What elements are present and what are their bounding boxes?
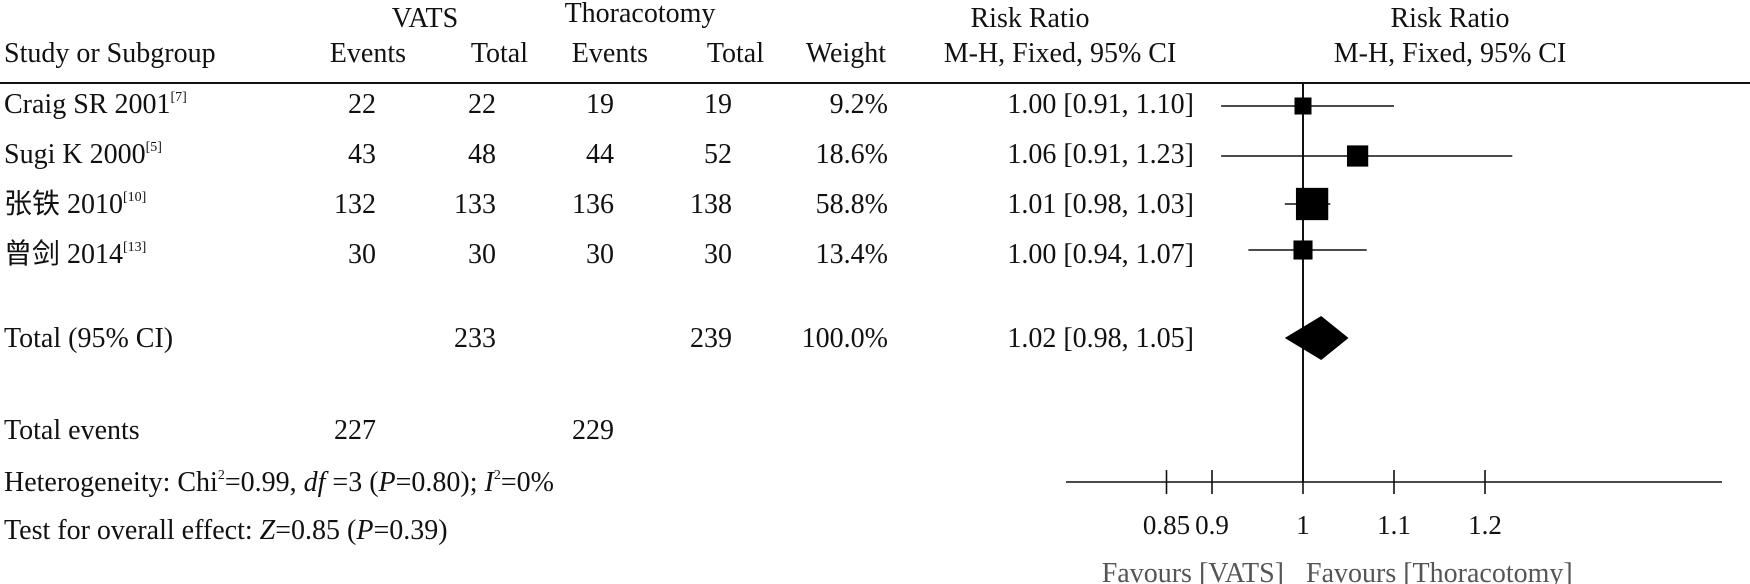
plot-marks bbox=[1221, 83, 1513, 482]
favours-left-label: Favours [VATS] bbox=[1102, 558, 1284, 584]
total1-cell: 30 bbox=[468, 239, 496, 270]
study-column-header: Study or Subgroup bbox=[4, 38, 216, 69]
x-axis: 0.85 0.9 1 1.1 1.2 Favours [VATS] Favours [Tho… bbox=[1066, 470, 1722, 584]
heterogeneity-text: Heterogeneity: Chi2=0.99, df =3 (P=0.80)… bbox=[4, 467, 554, 498]
ci-cell: 1.06 [0.91, 1.23] bbox=[1007, 139, 1194, 170]
ci-cell: 1.00 [0.91, 1.10] bbox=[1007, 89, 1194, 120]
total1-sum: 233 bbox=[454, 323, 496, 354]
tick-label: 1.2 bbox=[1468, 510, 1502, 540]
tick-label: 1.1 bbox=[1377, 510, 1411, 540]
weight-cell: 18.6% bbox=[815, 139, 888, 170]
tick-label: 0.85 bbox=[1143, 510, 1190, 540]
study-name: 张铁 2010[10] bbox=[4, 189, 147, 220]
favours-right-label: Favours [Thoracotomy] bbox=[1306, 558, 1573, 584]
total1-cell: 22 bbox=[468, 89, 496, 120]
events1-cell: 22 bbox=[348, 89, 376, 120]
events1-header: Events bbox=[329, 38, 406, 69]
rr-plot-subtitle: M-H, Fixed, 95% CI bbox=[1333, 38, 1567, 69]
events2-cell: 136 bbox=[572, 189, 614, 220]
events2-header: Events bbox=[571, 38, 648, 69]
tick-label: 1 bbox=[1296, 510, 1310, 540]
events2-cell: 44 bbox=[586, 139, 614, 170]
overall-effect-text: Test for overall effect: Z=0.85 (P=0.39) bbox=[4, 515, 448, 546]
study-name: Sugi K 2000[5] bbox=[4, 139, 162, 170]
total2-cell: 52 bbox=[704, 139, 732, 170]
total1-cell: 133 bbox=[454, 189, 496, 220]
study-ref: [7] bbox=[170, 90, 187, 105]
group1-header: VATS bbox=[391, 3, 459, 34]
total-label: Total (95% CI) bbox=[4, 323, 174, 354]
total2-cell: 30 bbox=[704, 239, 732, 270]
study-point bbox=[1295, 187, 1329, 221]
ci-cell: 1.00 [0.94, 1.07] bbox=[1007, 239, 1194, 270]
rr-text-subtitle: M-H, Fixed, 95% CI bbox=[943, 38, 1177, 69]
total-events-label: Total events bbox=[4, 415, 140, 446]
weight-cell: 58.8% bbox=[815, 189, 888, 220]
events2-cell: 30 bbox=[586, 239, 614, 270]
study-ref: [13] bbox=[123, 240, 147, 255]
total2-cell: 19 bbox=[704, 89, 732, 120]
total1-cell: 48 bbox=[468, 139, 496, 170]
total-ci: 1.02 [0.98, 1.05] bbox=[1007, 323, 1194, 354]
weight-cell: 13.4% bbox=[815, 239, 888, 270]
total2-header: Total bbox=[706, 38, 764, 69]
events1-cell: 43 bbox=[348, 139, 376, 170]
total2-cell: 138 bbox=[690, 189, 732, 220]
weight-header: Weight bbox=[805, 38, 886, 69]
tick-label: 0.9 bbox=[1195, 510, 1229, 540]
study-point bbox=[1294, 97, 1312, 115]
study-name: Craig SR 2001[7] bbox=[4, 89, 187, 120]
events2-cell: 19 bbox=[586, 89, 614, 120]
weight-cell: 9.2% bbox=[829, 89, 888, 120]
total-weight: 100.0% bbox=[801, 323, 888, 354]
total-diamond bbox=[1284, 316, 1349, 360]
study-name: 曾剑 2014[13] bbox=[4, 239, 147, 270]
total1-header: Total bbox=[470, 38, 528, 69]
study-ref: [5] bbox=[145, 140, 162, 155]
total2-sum: 239 bbox=[690, 323, 732, 354]
group2-header: Thoracotomy bbox=[564, 0, 716, 29]
ci-cell: 1.01 [0.98, 1.03] bbox=[1007, 189, 1194, 220]
study-point bbox=[1346, 145, 1369, 167]
total-events1: 227 bbox=[334, 415, 376, 446]
total-events2: 229 bbox=[572, 415, 614, 446]
study-point bbox=[1293, 240, 1313, 260]
study-ref: [10] bbox=[123, 190, 147, 205]
rr-plot-title: Risk Ratio bbox=[1390, 3, 1510, 34]
events1-cell: 30 bbox=[348, 239, 376, 270]
rr-text-title: Risk Ratio bbox=[970, 3, 1090, 34]
events1-cell: 132 bbox=[334, 189, 376, 220]
